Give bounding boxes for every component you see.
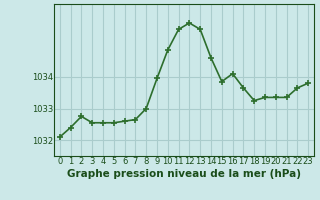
X-axis label: Graphe pression niveau de la mer (hPa): Graphe pression niveau de la mer (hPa) (67, 169, 301, 179)
